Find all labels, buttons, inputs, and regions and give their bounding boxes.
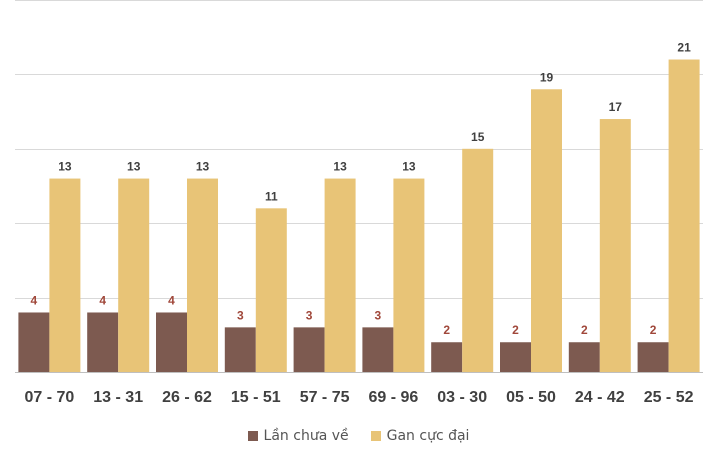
- x-tick-label: 13 - 31: [93, 389, 143, 406]
- bar-series-1: [293, 327, 325, 372]
- bar-series-2: [324, 178, 356, 372]
- data-label-series-2: 13: [127, 160, 141, 174]
- data-label-series-1: 2: [650, 323, 657, 337]
- bar-series-2: [531, 89, 562, 372]
- bar-series-2: [118, 178, 150, 372]
- legend-item-series-2: Gan cực đại: [370, 428, 470, 444]
- legend-item-series-1: Lần chưa về: [247, 428, 349, 444]
- bar-series-1: [362, 327, 394, 372]
- bar-series-2: [187, 178, 218, 372]
- data-label-series-2: 17: [609, 100, 623, 114]
- data-label-series-1: 3: [237, 308, 244, 322]
- x-tick-label: 69 - 96: [368, 389, 418, 406]
- bar-series-2: [255, 208, 287, 372]
- x-tick-label: 03 - 30: [437, 389, 487, 406]
- bar-series-2: [599, 119, 631, 372]
- x-tick-label: 24 - 42: [575, 389, 625, 406]
- bar-chart-svg: 4 13 07 - 70 4 13 13 - 31 4 13 26 - 62 3 11 15 - 51…: [15, 0, 703, 406]
- bar-series-1: [156, 312, 187, 372]
- data-label-series-1: 4: [99, 293, 106, 307]
- legend: Lần chưa về Gan cực đại: [0, 428, 717, 444]
- x-tick-label: 26 - 62: [162, 389, 212, 406]
- data-label-series-2: 11: [265, 189, 278, 203]
- data-label-series-2: 13: [58, 160, 72, 174]
- bar-series-1: [637, 342, 669, 372]
- bar-series-2: [462, 148, 494, 372]
- bar-series-1: [18, 312, 50, 372]
- bar-series-2: [49, 178, 81, 372]
- legend-label-series-2: Gan cực đại: [386, 428, 470, 444]
- legend-swatch-series-2: [370, 431, 381, 441]
- x-tick-label: 07 - 70: [24, 389, 74, 406]
- legend-label-series-1: Lần chưa về: [263, 428, 349, 444]
- x-tick-label: 05 - 50: [506, 389, 556, 406]
- bar-series-1: [224, 327, 256, 372]
- bar-series-1: [500, 342, 531, 372]
- bar-series-1: [568, 342, 600, 372]
- data-label-series-1: 2: [512, 323, 519, 337]
- data-label-series-1: 3: [375, 308, 382, 322]
- legend-swatch-series-1: [247, 431, 258, 441]
- data-label-series-2: 21: [677, 41, 691, 55]
- x-tick-label: 25 - 52: [644, 389, 694, 406]
- data-label-series-1: 4: [168, 293, 175, 307]
- data-label-series-2: 13: [402, 160, 416, 174]
- x-tick-label: 15 - 51: [231, 389, 281, 406]
- x-tick-label: 57 - 75: [300, 389, 350, 406]
- bar-series-1: [87, 312, 119, 372]
- bar-series-1: [431, 342, 463, 372]
- data-label-series-1: 2: [581, 323, 588, 337]
- data-label-series-2: 19: [540, 70, 554, 84]
- bar-series-2: [393, 178, 425, 372]
- data-label-series-2: 15: [471, 130, 485, 144]
- bar-series-2: [668, 59, 700, 373]
- data-label-series-1: 2: [443, 323, 450, 337]
- data-label-series-1: 4: [31, 293, 38, 307]
- data-label-series-2: 13: [333, 160, 347, 174]
- data-label-series-1: 3: [306, 308, 313, 322]
- data-label-series-2: 13: [196, 160, 210, 174]
